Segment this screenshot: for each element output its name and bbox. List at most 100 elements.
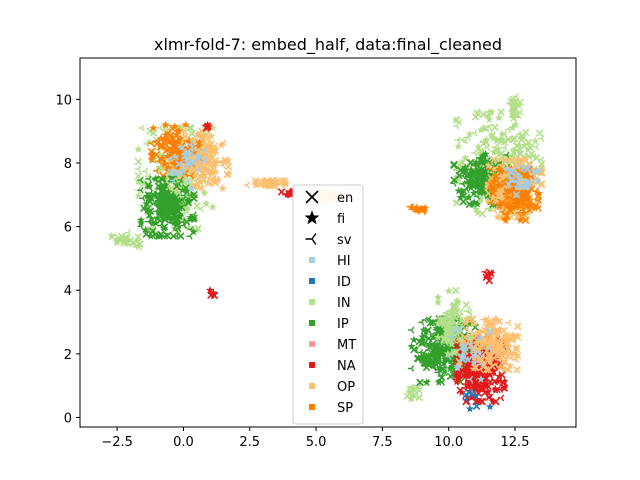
data-point [446, 347, 456, 356]
data-point [141, 225, 150, 234]
data-point [511, 120, 520, 129]
data-point [501, 130, 508, 138]
data-point [441, 366, 448, 373]
data-point [523, 197, 530, 205]
data-point [188, 129, 196, 138]
data-point [209, 288, 218, 297]
data-point [461, 366, 470, 374]
data-point [146, 231, 156, 240]
data-point [134, 233, 143, 241]
data-point [520, 141, 529, 149]
data-point [476, 125, 486, 134]
data-point [488, 193, 497, 202]
data-point [511, 166, 518, 174]
data-point [176, 167, 185, 176]
data-point [498, 212, 507, 221]
data-point [469, 380, 479, 389]
data-point [117, 234, 126, 243]
data-point [514, 101, 523, 109]
data-point [134, 172, 143, 180]
legend-swatch-OP [309, 383, 315, 389]
data-point [521, 216, 530, 224]
x-tick-label: −2.5 [101, 435, 133, 450]
data-point [453, 122, 460, 130]
data-point [186, 215, 195, 223]
data-point [517, 156, 526, 164]
data-point [487, 269, 496, 277]
data-point [166, 155, 173, 163]
data-point [217, 140, 226, 149]
data-point [518, 131, 526, 140]
y-tick-label: 4 [64, 284, 72, 299]
data-point [440, 353, 450, 361]
data-point [469, 188, 478, 197]
y-tick-label: 0 [64, 411, 72, 426]
data-point [159, 223, 169, 232]
data-point [416, 378, 424, 387]
data-point [152, 167, 160, 175]
data-point [457, 157, 466, 166]
data-point [490, 184, 499, 193]
x-tick-label: 0.0 [173, 435, 194, 450]
data-point [200, 188, 209, 197]
data-point [433, 353, 442, 362]
data-point [177, 143, 186, 151]
data-point [260, 175, 269, 184]
data-point [136, 218, 146, 227]
data-point [189, 215, 198, 223]
data-point [452, 377, 461, 386]
data-point [182, 217, 191, 226]
data-point [175, 160, 183, 168]
data-point [147, 155, 156, 164]
legend-label-SP: SP [337, 401, 353, 416]
data-point [204, 141, 213, 150]
legend-label-OP: OP [337, 380, 355, 395]
data-point [510, 187, 519, 196]
data-point [199, 168, 209, 177]
data-point [455, 118, 463, 126]
data-point [521, 155, 530, 164]
data-point [424, 361, 433, 369]
data-point [161, 188, 170, 197]
data-point [425, 343, 434, 352]
legend-label-HI: HI [337, 254, 351, 269]
data-point [145, 182, 154, 190]
data-point [171, 139, 180, 147]
data-point [530, 203, 540, 212]
data-point [476, 147, 484, 156]
data-point [200, 146, 207, 154]
data-point [174, 148, 183, 157]
data-point [502, 164, 512, 173]
data-point [161, 130, 170, 139]
data-point [466, 183, 476, 192]
data-point [251, 180, 261, 189]
data-point [170, 122, 179, 131]
legend-label-IN: IN [337, 296, 351, 311]
data-point [531, 166, 540, 175]
data-point [433, 352, 440, 360]
data-point [459, 180, 466, 188]
data-point [192, 225, 201, 234]
data-point [279, 181, 286, 189]
data-point [138, 124, 145, 132]
legend-label-MT: MT [337, 338, 356, 353]
data-point [169, 232, 178, 240]
data-point [495, 199, 504, 208]
data-point [178, 203, 186, 212]
data-point [481, 379, 490, 388]
data-point [182, 186, 191, 195]
data-point [476, 181, 484, 190]
chart-title: xlmr-fold-7: embed_half, data:final_clea… [154, 35, 502, 55]
data-point [160, 196, 169, 204]
x-tick-label: 12.5 [501, 435, 530, 450]
data-point [494, 144, 503, 153]
data-point [474, 370, 483, 379]
data-point [519, 208, 528, 217]
data-point [464, 171, 473, 180]
data-point [508, 123, 517, 132]
data-point [487, 165, 494, 173]
y-tick-label: 8 [64, 157, 72, 172]
data-point [272, 177, 282, 186]
data-point [210, 145, 219, 153]
data-point [473, 208, 482, 217]
